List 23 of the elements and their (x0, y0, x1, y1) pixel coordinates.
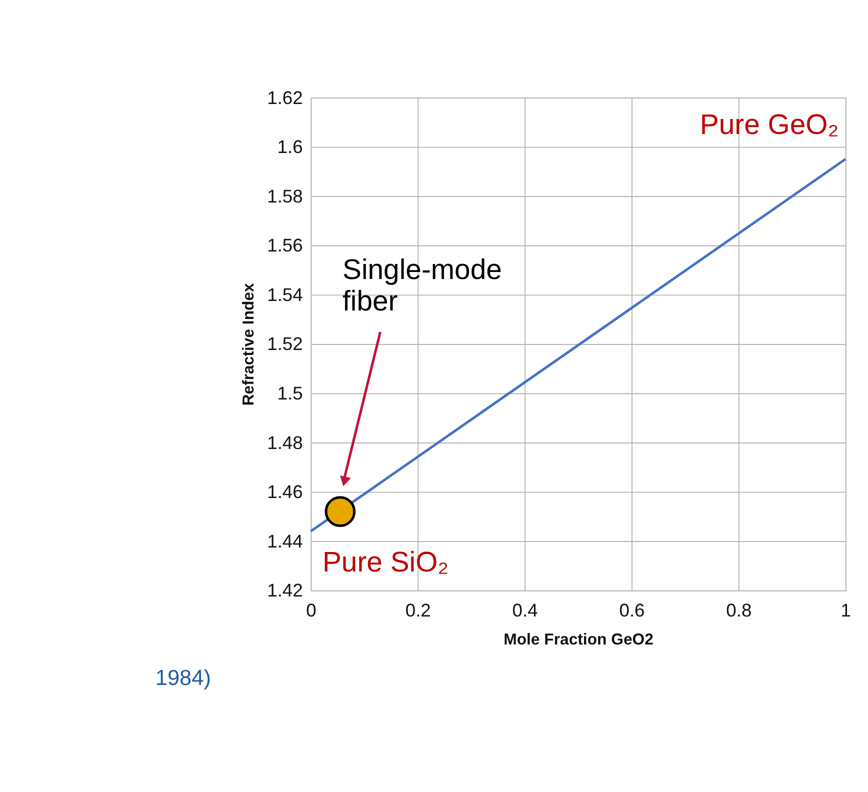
y-tick-label: 1.54 (267, 284, 303, 305)
y-tick-label: 1.48 (267, 432, 303, 453)
x-tick-label: 0.4 (512, 600, 538, 621)
y-tick-label: 1.62 (267, 86, 303, 108)
text: 1984) (155, 664, 211, 690)
y-tick-label: 1.5 (277, 382, 303, 404)
x-tick-label: 0.2 (405, 600, 431, 621)
y-tick-label: 1.42 (267, 580, 303, 601)
y-tick-label: 1.58 (267, 185, 303, 206)
x-tick-label: 0.6 (619, 600, 645, 621)
x-tick-label: 0 (306, 600, 316, 621)
y-tick-label: 1.56 (267, 234, 303, 256)
y-tick-label: 1.46 (267, 481, 303, 502)
y-tick-label: 1.44 (267, 530, 303, 552)
x-tick-label: 1 (840, 600, 851, 621)
y-axis-title: Refractive Index (240, 282, 258, 406)
y-tick-label: 1.6 (277, 136, 303, 158)
annotation: Single-mode fiber (342, 254, 502, 318)
x-axis-title: Mole Fraction GeO2 (504, 631, 654, 648)
x-tick-label: 0.8 (726, 600, 752, 621)
annotation: Pure SiO₂ (322, 546, 449, 578)
y-tick-label: 1.52 (267, 333, 303, 354)
annotation: Pure GeO₂ (700, 109, 839, 142)
